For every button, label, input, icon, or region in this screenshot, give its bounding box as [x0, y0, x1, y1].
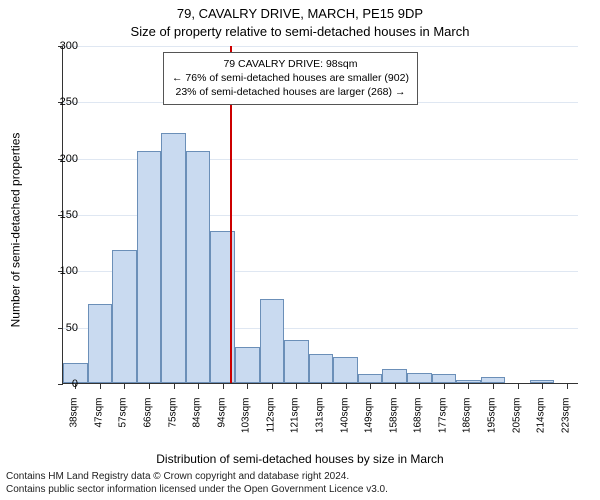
xtick-mark	[174, 383, 175, 389]
xtick-label: 158sqm	[388, 398, 399, 442]
page-title-line2: Size of property relative to semi-detach…	[0, 24, 600, 39]
xtick-label: 57sqm	[118, 398, 129, 442]
xtick-mark	[468, 383, 469, 389]
annotation-line3: 23% of semi-detached houses are larger (…	[172, 85, 409, 99]
histogram-bar	[432, 374, 457, 383]
y-axis-label-text: Number of semi-detached properties	[8, 133, 22, 328]
xtick-label: 47sqm	[93, 398, 104, 442]
y-axis-label: Number of semi-detached properties	[8, 0, 22, 460]
xtick-label: 131sqm	[315, 398, 326, 442]
histogram-bar	[235, 347, 260, 383]
histogram-bar	[358, 374, 383, 383]
xtick-mark	[321, 383, 322, 389]
ytick-label: 0	[44, 378, 78, 390]
histogram-bar	[333, 357, 358, 383]
histogram-bar	[407, 373, 432, 383]
xtick-mark	[567, 383, 568, 389]
x-axis-label: Distribution of semi-detached houses by …	[0, 452, 600, 466]
footer-line1: Contains HM Land Registry data © Crown c…	[6, 471, 388, 484]
ytick-label: 200	[44, 153, 78, 165]
xtick-mark	[444, 383, 445, 389]
annotation-line1: 79 CAVALRY DRIVE: 98sqm	[172, 57, 409, 71]
ytick-label: 300	[44, 40, 78, 52]
xtick-label: 66sqm	[143, 398, 154, 442]
xtick-mark	[296, 383, 297, 389]
annotation-box: 79 CAVALRY DRIVE: 98sqm ← 76% of semi-de…	[163, 52, 418, 105]
xtick-label: 84sqm	[192, 398, 203, 442]
xtick-mark	[272, 383, 273, 389]
xtick-label: 195sqm	[487, 398, 498, 442]
xtick-label: 214sqm	[536, 398, 547, 442]
ytick-label: 250	[44, 96, 78, 108]
xtick-label: 149sqm	[364, 398, 375, 442]
ytick-label: 100	[44, 265, 78, 277]
xtick-mark	[100, 383, 101, 389]
xtick-mark	[419, 383, 420, 389]
ytick-label: 150	[44, 209, 78, 221]
xtick-mark	[198, 383, 199, 389]
footer-line2: Contains public sector information licen…	[6, 484, 388, 497]
xtick-label: 112sqm	[265, 398, 276, 442]
xtick-label: 177sqm	[437, 398, 448, 442]
histogram-bar	[382, 369, 407, 383]
xtick-mark	[149, 383, 150, 389]
xtick-label: 186sqm	[462, 398, 473, 442]
histogram-bar	[284, 340, 309, 383]
xtick-label: 38sqm	[69, 398, 80, 442]
xtick-mark	[518, 383, 519, 389]
xtick-label: 75sqm	[167, 398, 178, 442]
histogram-bar	[112, 250, 137, 383]
xtick-mark	[395, 383, 396, 389]
xtick-mark	[542, 383, 543, 389]
xtick-mark	[247, 383, 248, 389]
histogram-bar	[88, 304, 113, 383]
xtick-label: 121sqm	[290, 398, 301, 442]
histogram-bar	[161, 133, 186, 383]
xtick-mark	[370, 383, 371, 389]
footer-attribution: Contains HM Land Registry data © Crown c…	[6, 471, 388, 496]
xtick-label: 103sqm	[241, 398, 252, 442]
histogram-bar	[186, 151, 211, 383]
xtick-label: 205sqm	[511, 398, 522, 442]
page-title-line1: 79, CAVALRY DRIVE, MARCH, PE15 9DP	[0, 6, 600, 21]
xtick-label: 140sqm	[339, 398, 350, 442]
xtick-mark	[493, 383, 494, 389]
histogram-bar	[309, 354, 334, 383]
histogram-bar	[260, 299, 285, 384]
gridline	[63, 46, 578, 47]
xtick-label: 94sqm	[216, 398, 227, 442]
xtick-mark	[346, 383, 347, 389]
chart-plot-area: 79 CAVALRY DRIVE: 98sqm ← 76% of semi-de…	[62, 46, 578, 384]
xtick-mark	[124, 383, 125, 389]
annotation-line2: ← 76% of semi-detached houses are smalle…	[172, 71, 409, 85]
ytick-label: 50	[44, 322, 78, 334]
xtick-mark	[223, 383, 224, 389]
xtick-label: 223sqm	[560, 398, 571, 442]
xtick-label: 168sqm	[413, 398, 424, 442]
histogram-bar	[137, 151, 162, 383]
